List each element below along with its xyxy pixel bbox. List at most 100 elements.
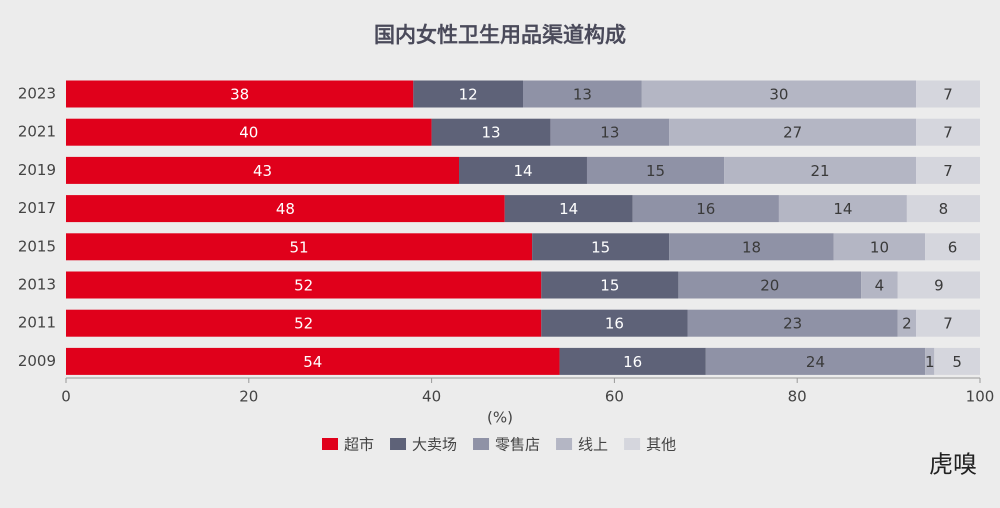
legend-swatch <box>624 438 641 450</box>
value-label: 14 <box>833 200 852 218</box>
bar-segment <box>66 118 432 146</box>
value-label: 14 <box>513 162 532 180</box>
bar-segment <box>550 118 670 146</box>
bar-segment <box>833 233 926 261</box>
value-label: 16 <box>623 353 642 371</box>
bar-segment <box>504 195 633 223</box>
value-label: 15 <box>591 238 610 256</box>
bar-segment <box>541 309 688 337</box>
x-tick-label: 100 <box>966 388 995 406</box>
y-tick-label: 2023 <box>18 85 56 103</box>
value-label: 10 <box>870 238 889 256</box>
bar-segment <box>66 347 560 375</box>
value-label: 48 <box>276 200 295 218</box>
value-label: 24 <box>806 353 825 371</box>
x-tick-label: 0 <box>61 388 71 406</box>
value-label: 52 <box>294 315 313 333</box>
x-tick-label: 60 <box>605 388 624 406</box>
y-tick-label: 2011 <box>18 314 56 332</box>
bar-segment <box>66 80 414 108</box>
legend-swatch <box>473 438 490 450</box>
y-tick-label: 2021 <box>18 123 56 141</box>
value-label: 20 <box>760 277 779 295</box>
value-label: 54 <box>303 353 322 371</box>
value-label: 38 <box>230 86 249 104</box>
watermark: 虎嗅 <box>929 451 977 479</box>
value-label: 16 <box>696 200 715 218</box>
bar-segment <box>861 271 898 299</box>
legend-label: 超市 <box>344 436 374 454</box>
value-label: 9 <box>934 277 944 295</box>
value-label: 16 <box>605 315 624 333</box>
bar-segment <box>669 118 917 146</box>
value-label: 52 <box>294 277 313 295</box>
legend-swatch <box>556 438 573 450</box>
chart-title: 国内女性卫生用品渠道构成 <box>374 23 626 47</box>
bar-segment <box>66 309 542 337</box>
bar-segment <box>413 80 523 108</box>
bar-segment <box>632 195 779 223</box>
value-label: 13 <box>481 124 500 142</box>
bar-segment <box>641 80 917 108</box>
value-label: 12 <box>459 86 478 104</box>
bar-segment <box>687 309 898 337</box>
legend-swatch <box>322 438 338 450</box>
bar-segment <box>66 195 505 223</box>
value-label: 13 <box>573 86 592 104</box>
bar-segment <box>916 80 980 108</box>
legend-label: 线上 <box>578 436 608 454</box>
x-tick-label: 20 <box>239 388 258 406</box>
value-label: 7 <box>943 315 953 333</box>
value-label: 4 <box>875 277 885 295</box>
bar-segment <box>916 118 980 146</box>
value-label: 7 <box>943 86 953 104</box>
bar-segment <box>559 347 706 375</box>
y-tick-label: 2009 <box>18 352 56 370</box>
bar-segment <box>431 118 551 146</box>
bar-segment <box>669 233 834 261</box>
x-axis-label: (%) <box>487 409 513 427</box>
bar-segment <box>724 156 917 184</box>
value-label: 21 <box>811 162 830 180</box>
value-label: 40 <box>239 124 258 142</box>
value-label: 7 <box>943 124 953 142</box>
legend-swatch <box>390 438 407 450</box>
bar-segment <box>66 156 460 184</box>
legend-label: 大卖场 <box>412 436 457 454</box>
value-label: 18 <box>742 238 761 256</box>
bar-segment <box>778 195 907 223</box>
value-label: 5 <box>952 353 962 371</box>
value-label: 15 <box>646 162 665 180</box>
bar-segment <box>705 347 926 375</box>
bar-segment <box>925 233 980 261</box>
value-label: 14 <box>559 200 578 218</box>
bar-segment <box>906 195 980 223</box>
y-tick-label: 2019 <box>18 161 56 179</box>
y-tick-label: 2017 <box>18 199 56 217</box>
value-label: 27 <box>783 124 802 142</box>
value-label: 15 <box>600 277 619 295</box>
bar-segment <box>897 271 980 299</box>
value-label: 43 <box>253 162 272 180</box>
bar-segment <box>586 156 725 184</box>
bar-segment <box>66 233 533 261</box>
value-label: 23 <box>783 315 802 333</box>
bar-segment <box>678 271 862 299</box>
x-tick-label: 80 <box>788 388 807 406</box>
bar-segment <box>66 271 542 299</box>
bar-segment <box>925 347 935 375</box>
value-label: 2 <box>902 315 912 333</box>
value-label: 30 <box>769 86 788 104</box>
value-label: 6 <box>948 238 958 256</box>
value-label: 8 <box>939 200 949 218</box>
value-label: 51 <box>290 238 309 256</box>
bar-segment <box>934 347 980 375</box>
bar-segment <box>459 156 587 184</box>
legend-label: 其他 <box>646 436 676 454</box>
bar-segment <box>916 309 980 337</box>
bar-segment <box>541 271 679 299</box>
x-tick-label: 40 <box>422 388 441 406</box>
y-tick-label: 2015 <box>18 237 56 255</box>
y-tick-label: 2013 <box>18 276 56 294</box>
